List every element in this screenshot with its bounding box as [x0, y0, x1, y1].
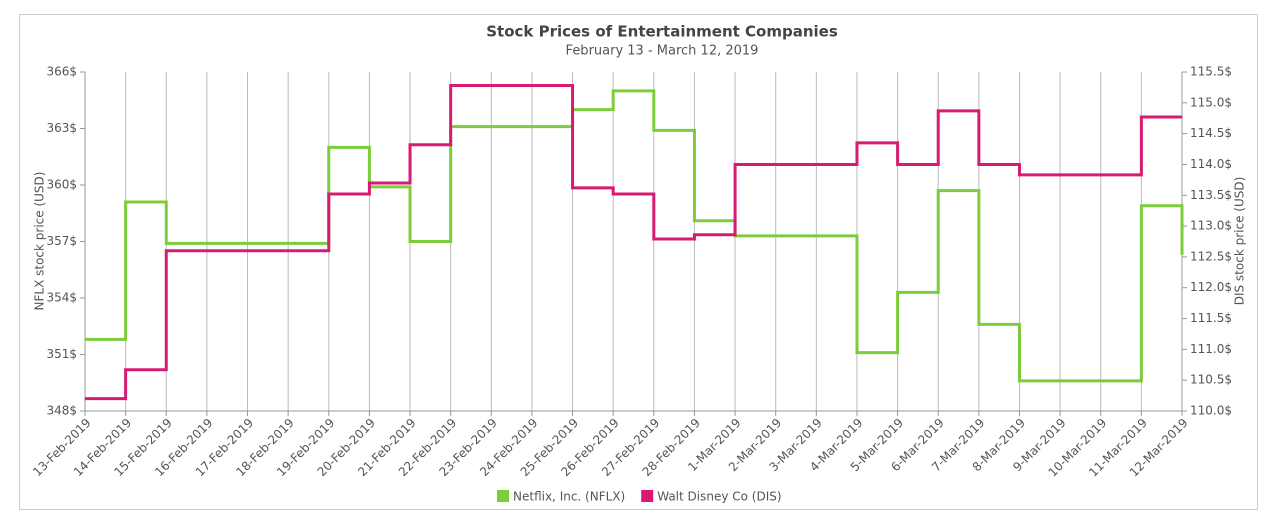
y2-tick-label: 114.5$ — [1190, 126, 1232, 140]
y-tick-label: 348$ — [46, 404, 77, 418]
y2-tick-label: 113.0$ — [1190, 219, 1232, 233]
y-tick-label: 366$ — [46, 65, 77, 79]
y2-tick-label: 113.5$ — [1190, 188, 1232, 202]
y-tick-label: 357$ — [46, 234, 77, 248]
y-tick-label: 354$ — [46, 291, 77, 305]
legend-label: Netflix, Inc. (NFLX) — [513, 490, 625, 504]
y-tick-label: 360$ — [46, 178, 77, 192]
y2-tick-label: 112.0$ — [1190, 280, 1232, 294]
series-line — [85, 84, 1182, 401]
y2-tick-label: 115.0$ — [1190, 95, 1232, 109]
y2-tick-label: 115.5$ — [1190, 65, 1232, 79]
y2-tick-label: 110.5$ — [1190, 373, 1232, 387]
chart-title: Stock Prices of Entertainment Companies — [486, 23, 838, 41]
legend-swatch — [497, 490, 509, 502]
y2-tick-label: 110.0$ — [1190, 404, 1232, 418]
y2-tick-label: 111.5$ — [1190, 311, 1232, 325]
y2-axis-label: DIS stock price (USD) — [1233, 177, 1247, 306]
chart-frame — [19, 14, 1258, 510]
y2-tick-label: 111.0$ — [1190, 342, 1232, 356]
legend-label: Walt Disney Co (DIS) — [657, 490, 781, 504]
y-tick-label: 363$ — [46, 121, 77, 135]
y-tick-label: 351$ — [46, 347, 77, 361]
legend-swatch — [641, 490, 654, 502]
y2-tick-label: 114.0$ — [1190, 157, 1232, 171]
chart-subtitle: February 13 - March 12, 2019 — [566, 44, 759, 59]
series-line — [85, 89, 1184, 383]
y2-tick-label: 112.5$ — [1190, 249, 1232, 263]
y-axis-label: NFLX stock price (USD) — [33, 172, 47, 311]
